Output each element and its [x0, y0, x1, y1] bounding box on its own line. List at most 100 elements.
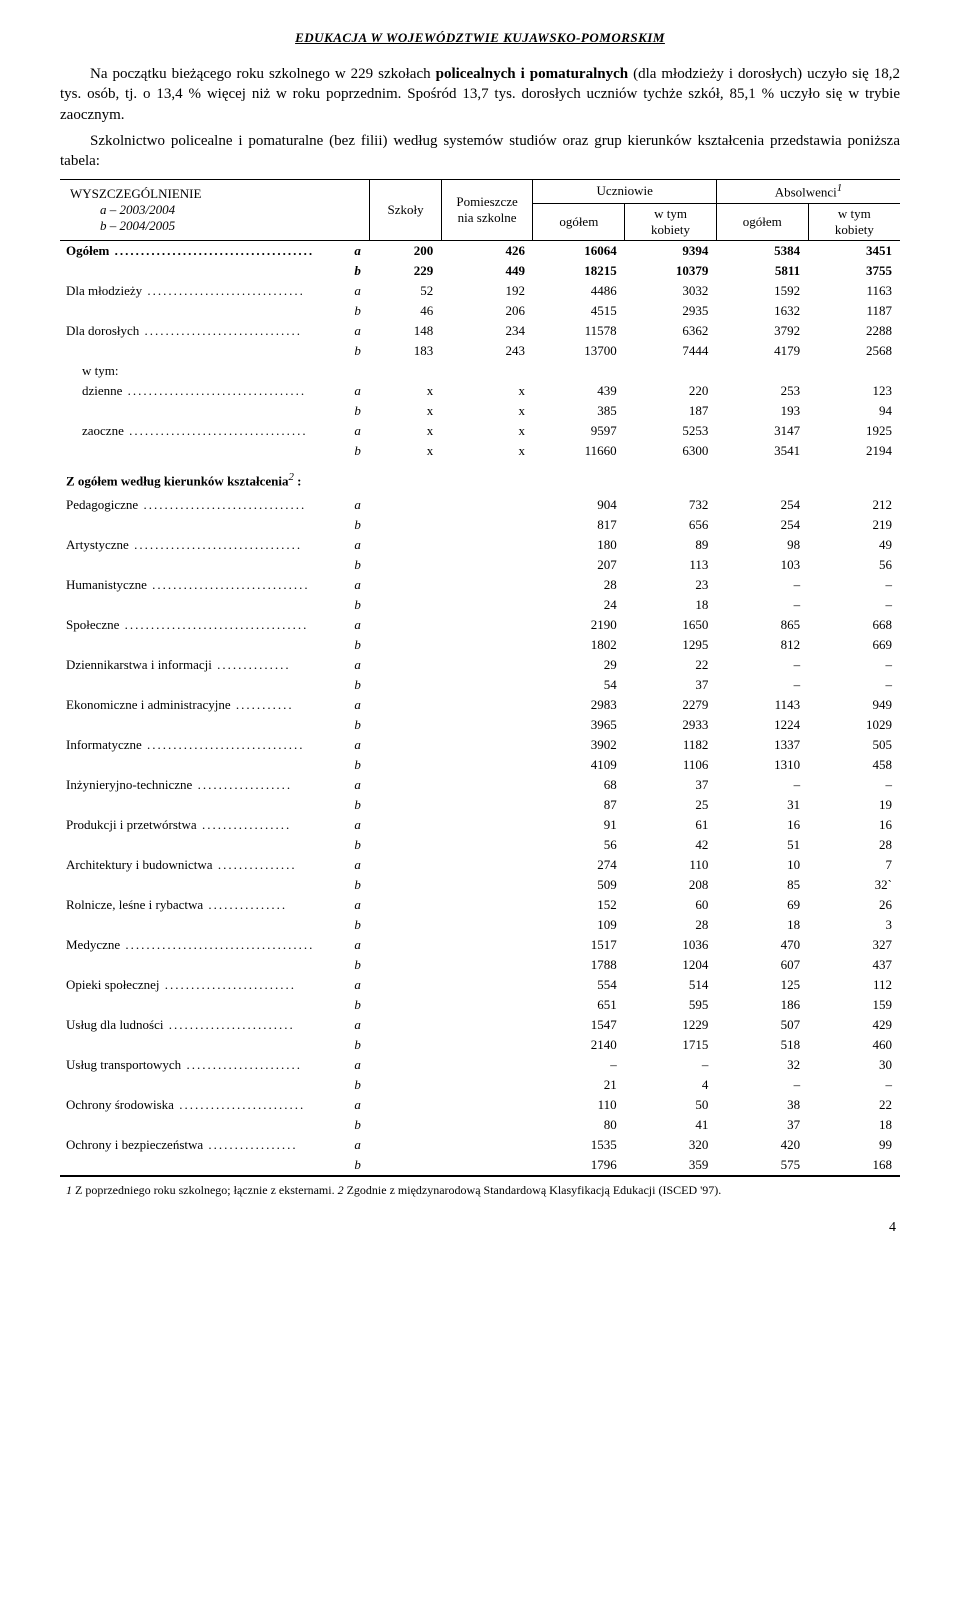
row-value: 32` — [808, 875, 900, 895]
row-value: 16064 — [533, 240, 625, 261]
row-label — [60, 715, 345, 735]
row-value: 3 — [808, 915, 900, 935]
row-value: 11578 — [533, 321, 625, 341]
footnote-2-text: Zgodnie z międzynarodową Standardową Kla… — [344, 1183, 722, 1197]
row-value: 123 — [808, 381, 900, 401]
row-value: 42 — [625, 835, 717, 855]
row-value: 98 — [716, 535, 808, 555]
row-value: 514 — [625, 975, 717, 995]
table-row: Architektury i budownictwa .............… — [60, 855, 900, 875]
row-value: 50 — [625, 1095, 717, 1115]
row-value: 9394 — [625, 240, 717, 261]
row-ab: a — [345, 575, 369, 595]
row-value: x — [441, 401, 533, 421]
row-value: 1715 — [625, 1035, 717, 1055]
row-value: – — [533, 1055, 625, 1075]
page-container: EDUKACJA W WOJEWÓDZTWIE KUJAWSKO-POMORSK… — [0, 0, 960, 1256]
row-value — [370, 515, 441, 535]
row-value: x — [370, 381, 441, 401]
page-number: 4 — [60, 1220, 900, 1236]
row-value — [441, 615, 533, 635]
row-value: 1036 — [625, 935, 717, 955]
row-value: 89 — [625, 535, 717, 555]
head-students-women: w tym kobiety — [625, 203, 717, 240]
row-value: 46 — [370, 301, 441, 321]
row-value — [441, 775, 533, 795]
table-head: WYSZCZEGÓLNIENIE a – 2003/2004 b – 2004/… — [60, 180, 900, 240]
row-label — [60, 301, 345, 321]
row-value: 61 — [625, 815, 717, 835]
row-ab: b — [345, 341, 369, 361]
row-value: 607 — [716, 955, 808, 975]
row-label — [60, 261, 345, 281]
row-value: 13700 — [533, 341, 625, 361]
row-value: 110 — [533, 1095, 625, 1115]
table-row: Artystyczne ............................… — [60, 535, 900, 555]
row-value: 253 — [716, 381, 808, 401]
row-value: 16 — [716, 815, 808, 835]
row-value: 49 — [808, 535, 900, 555]
row-label: Ochrony i bezpieczeństwa ...............… — [60, 1135, 345, 1155]
row-label: Społeczne ..............................… — [60, 615, 345, 635]
row-value — [808, 361, 900, 381]
row-ab: b — [345, 715, 369, 735]
row-ab: b — [345, 875, 369, 895]
table-row: b229449182151037958113755 — [60, 261, 900, 281]
row-value: 327 — [808, 935, 900, 955]
row-ab: a — [345, 975, 369, 995]
row-value: 110 — [625, 855, 717, 875]
head-spec-l1: WYSZCZEGÓLNIENIE — [70, 186, 201, 201]
row-value: 180 — [533, 535, 625, 555]
row-value — [441, 955, 533, 975]
row-value: – — [716, 675, 808, 695]
table-row: b410911061310458 — [60, 755, 900, 775]
row-value — [441, 855, 533, 875]
row-ab: a — [345, 321, 369, 341]
row-value: 1106 — [625, 755, 717, 775]
head-grad-total: ogółem — [716, 203, 808, 240]
bold-phrase: policealnych i pomaturalnych — [436, 66, 628, 82]
row-ab: a — [345, 935, 369, 955]
row-value: 1163 — [808, 281, 900, 301]
row-value: 234 — [441, 321, 533, 341]
row-ab: b — [345, 401, 369, 421]
row-ab: a — [345, 615, 369, 635]
row-label: Artystyczne ............................… — [60, 535, 345, 555]
row-label: Dla młodzieży ..........................… — [60, 281, 345, 301]
row-value: 208 — [625, 875, 717, 895]
row-ab: b — [345, 1115, 369, 1135]
row-ab: a — [345, 695, 369, 715]
row-value: 18215 — [533, 261, 625, 281]
row-value: 192 — [441, 281, 533, 301]
row-value: 385 — [533, 401, 625, 421]
row-label — [60, 441, 345, 461]
row-label: Pedagogiczne ...........................… — [60, 495, 345, 515]
section2-title-cell: Z ogółem według kierunków kształcenia2 : — [60, 461, 900, 495]
row-value: 21 — [533, 1075, 625, 1095]
row-value: 6300 — [625, 441, 717, 461]
row-value: x — [370, 421, 441, 441]
row-value: 3147 — [716, 421, 808, 441]
row-value: 18 — [625, 595, 717, 615]
row-label: Produkcji i przetwórstwa ...............… — [60, 815, 345, 835]
row-value — [441, 715, 533, 735]
row-ab: b — [345, 595, 369, 615]
row-value — [441, 1135, 533, 1155]
table-row: b17881204607437 — [60, 955, 900, 975]
row-value — [441, 835, 533, 855]
row-value: 1788 — [533, 955, 625, 975]
table-row: Humanistyczne ..........................… — [60, 575, 900, 595]
row-value: 125 — [716, 975, 808, 995]
table-row: Usług dla ludności .....................… — [60, 1015, 900, 1035]
row-label — [60, 1115, 345, 1135]
table-row: bxx38518719394 — [60, 401, 900, 421]
row-value: 68 — [533, 775, 625, 795]
row-value: 1802 — [533, 635, 625, 655]
row-value — [441, 875, 533, 895]
head-spec-l3: b – 2004/2005 — [100, 218, 175, 233]
row-value: 26 — [808, 895, 900, 915]
table-row: Ochrony i bezpieczeństwa ...............… — [60, 1135, 900, 1155]
table-row: Pedagogiczne ...........................… — [60, 495, 900, 515]
row-value: 865 — [716, 615, 808, 635]
row-value: 10 — [716, 855, 808, 875]
